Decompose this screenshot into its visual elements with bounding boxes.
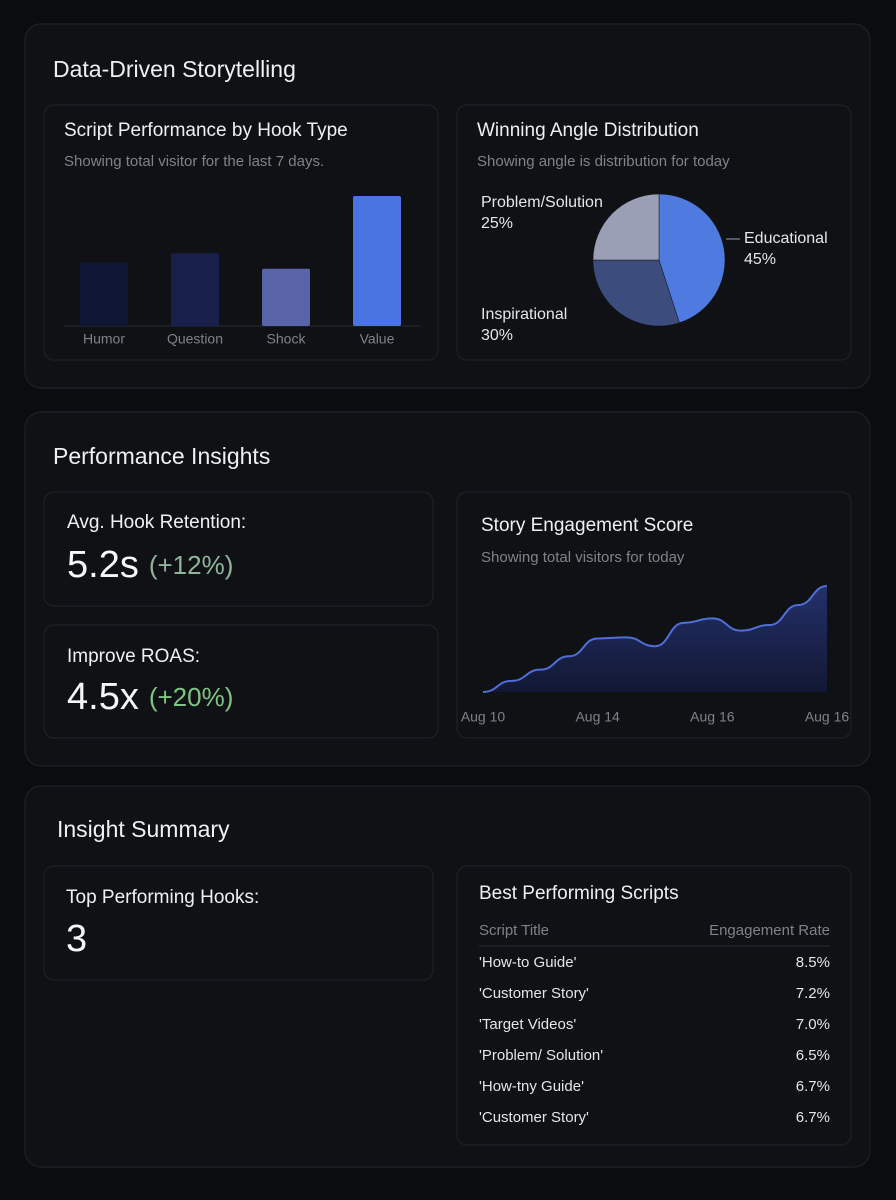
slice-label: Problem/Solution xyxy=(481,194,603,211)
metric-card xyxy=(43,865,434,981)
column-header: Engagement Rate xyxy=(709,922,830,939)
metric-change: (+20%) xyxy=(149,682,234,712)
cell: 6.5% xyxy=(796,1047,830,1064)
table-card xyxy=(456,865,852,1146)
x-tick-label: Value xyxy=(360,331,395,347)
slice-value: 45% xyxy=(744,251,776,268)
section-title: Insight Summary xyxy=(57,816,230,842)
metric-value: 4.5x xyxy=(67,676,139,718)
chart-subtitle: Showing angle is distribution for today xyxy=(477,153,730,170)
metric-label: Improve ROAS: xyxy=(67,646,200,667)
cell: 'Customer Story' xyxy=(479,1109,589,1126)
x-tick-label: Question xyxy=(167,331,223,347)
cell: 'How-to Guide' xyxy=(479,954,577,971)
x-tick-label: Aug 10 xyxy=(461,709,506,725)
cell: 7.2% xyxy=(796,985,830,1002)
metric-label: Avg. Hook Retention: xyxy=(67,512,246,533)
chart-title: Winning Angle Distribution xyxy=(477,120,699,141)
section-title: Performance Insights xyxy=(53,443,270,469)
bar xyxy=(80,262,128,326)
section-title: Data-Driven Storytelling xyxy=(53,56,296,82)
table-title: Best Performing Scripts xyxy=(479,883,679,904)
slice-label: Educational xyxy=(744,230,828,247)
chart-subtitle: Showing total visitor for the last 7 day… xyxy=(64,153,324,170)
cell: 'Customer Story' xyxy=(479,985,589,1002)
area xyxy=(483,586,827,692)
bar xyxy=(171,253,219,326)
cell: 'How-tny Guide' xyxy=(479,1078,584,1095)
chart-title: Script Performance by Hook Type xyxy=(64,120,348,141)
slice-label: Inspirational xyxy=(481,306,567,323)
cell: 6.7% xyxy=(796,1078,830,1095)
metric-card xyxy=(43,624,439,739)
bar xyxy=(262,268,310,326)
slice-value: 25% xyxy=(481,215,513,232)
x-tick-label: Aug 16 xyxy=(805,709,850,725)
metric-change: (+12%) xyxy=(149,550,234,580)
chart-title: Story Engagement Score xyxy=(481,515,693,536)
pie-slice xyxy=(658,193,726,324)
cell: 7.0% xyxy=(796,1016,830,1033)
metric: 4.5x (+20%) xyxy=(67,676,233,718)
x-tick-label: Humor xyxy=(83,331,125,347)
x-tick-label: Aug 16 xyxy=(690,709,735,725)
chart-card xyxy=(43,104,439,361)
x-tick-label: Aug 14 xyxy=(575,709,620,725)
metric-label: Top Performing Hooks: xyxy=(66,887,259,908)
pie-slice xyxy=(592,193,660,261)
cell: 8.5% xyxy=(796,954,830,971)
slice-value: 30% xyxy=(481,327,513,344)
metric-value: 3 xyxy=(66,918,87,960)
bar xyxy=(353,196,401,326)
line xyxy=(482,585,828,693)
metric-card xyxy=(43,491,434,607)
pie-slice xyxy=(592,259,680,327)
chart-subtitle: Showing total visitors for today xyxy=(481,549,685,566)
cell: 6.7% xyxy=(796,1109,830,1126)
cell: 'Problem/ Solution' xyxy=(479,1047,603,1064)
metric: 5.2s (+12%) xyxy=(67,544,233,586)
column-header: Script Title xyxy=(479,922,549,939)
metric-value: 5.2s xyxy=(67,544,139,586)
x-tick-label: Shock xyxy=(267,331,307,347)
cell: 'Target Videos' xyxy=(479,1016,576,1033)
